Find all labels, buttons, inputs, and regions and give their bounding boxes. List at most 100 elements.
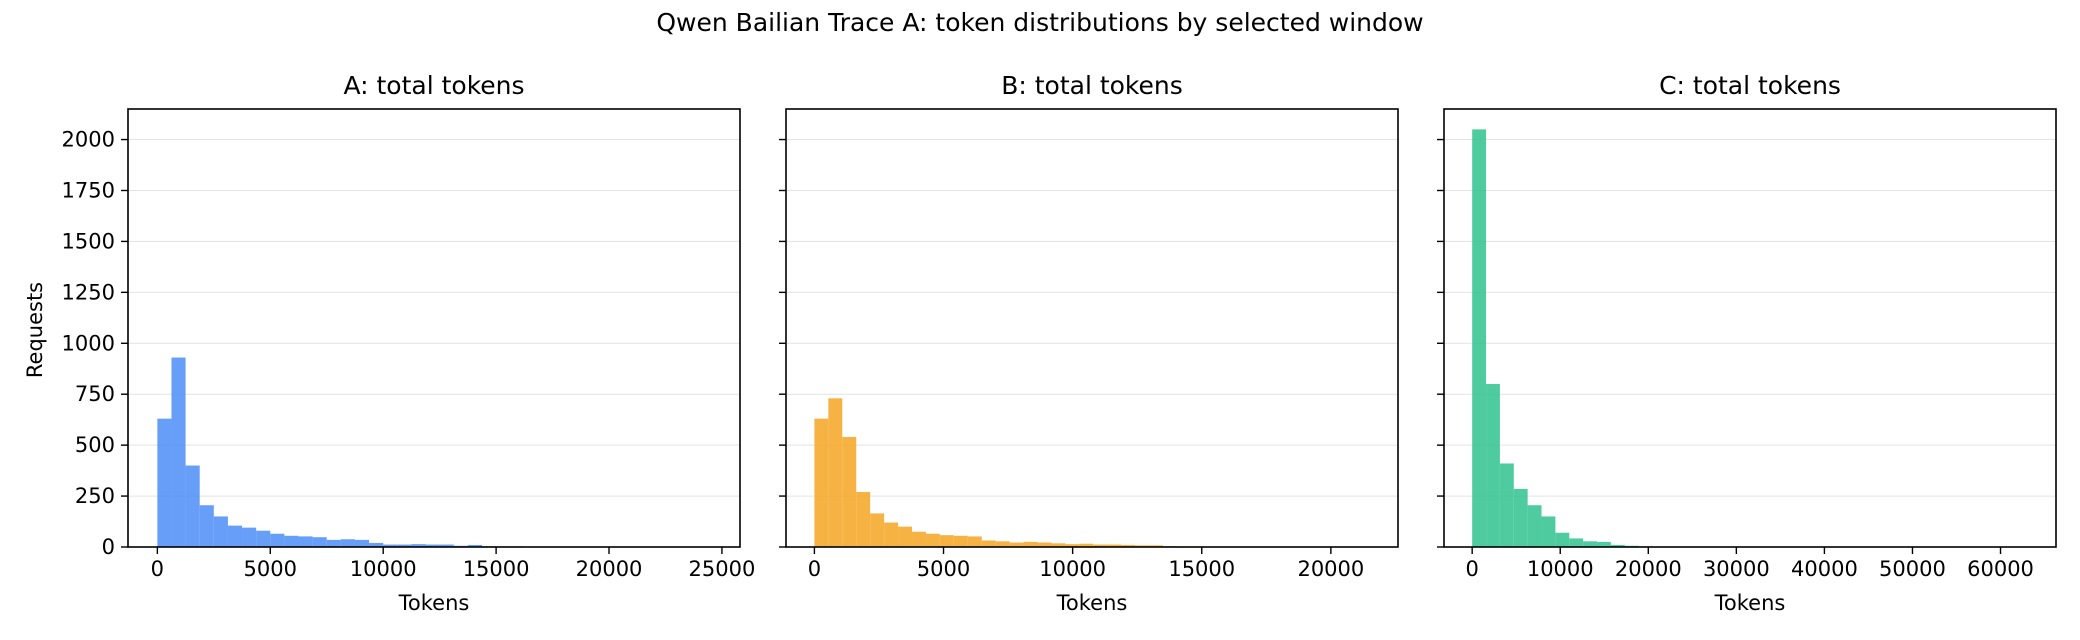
histogram-bar	[1555, 532, 1570, 547]
histogram-bar	[383, 544, 398, 547]
x-tick-label: 15000	[1168, 557, 1235, 581]
histogram-bar	[1597, 541, 1611, 547]
y-tick-label: 750	[75, 382, 115, 406]
histogram-bar	[227, 525, 243, 547]
histogram-bar	[312, 537, 327, 547]
histogram-bar	[1051, 543, 1066, 547]
panel-title: B: total tokens	[1001, 71, 1183, 100]
x-tick-label: 50000	[1879, 557, 1946, 581]
histogram-bar	[439, 544, 454, 547]
x-tick-label: 60000	[1967, 557, 2034, 581]
histogram-bar	[967, 536, 982, 547]
histogram-bar	[1121, 544, 1136, 547]
histogram-bar	[981, 540, 996, 547]
histogram-bar	[157, 418, 172, 547]
histogram-bar	[828, 398, 843, 547]
histogram-bar	[1023, 541, 1038, 547]
histogram-bar	[1486, 384, 1500, 547]
plot-frame	[1443, 108, 2057, 548]
y-tick-label: 1750	[62, 178, 115, 202]
x-tick-label: 20000	[1297, 557, 1364, 581]
histogram-bar	[171, 357, 186, 547]
x-axis-label: Tokens	[1056, 591, 1128, 615]
y-tick-label: 1250	[62, 280, 115, 304]
histogram-bar	[284, 535, 299, 547]
histogram-bar	[1569, 538, 1584, 547]
x-tick-label: 10000	[1527, 557, 1594, 581]
y-tick-label: 250	[75, 484, 115, 508]
histogram-bar	[242, 527, 257, 547]
histogram-bar	[1472, 129, 1487, 548]
y-tick-label: 1500	[62, 229, 115, 253]
histogram-bar	[354, 539, 370, 547]
histogram-bar	[1107, 544, 1122, 547]
histogram-bar	[1009, 542, 1024, 547]
x-tick-label: 10000	[1039, 557, 1106, 581]
histogram-bar	[1149, 545, 1164, 547]
histogram-bar	[856, 491, 871, 547]
histogram-bar	[270, 533, 285, 547]
histogram-bar	[1513, 488, 1528, 547]
x-tick-label: 20000	[1615, 557, 1682, 581]
histogram-bar	[912, 531, 926, 547]
histogram-bar	[1499, 463, 1514, 547]
histogram-bar	[326, 539, 341, 547]
histogram-bar	[814, 418, 829, 547]
histogram-bar	[925, 533, 940, 547]
x-tick-label: 15000	[463, 557, 530, 581]
histogram-bar	[1093, 544, 1108, 547]
x-tick-label: 25000	[689, 557, 756, 581]
histogram-bar	[369, 542, 384, 547]
x-tick-label: 0	[151, 557, 164, 581]
histogram-bar	[995, 541, 1010, 547]
histogram-bar	[199, 505, 214, 547]
x-tick-label: 20000	[576, 557, 643, 581]
x-axis-label: Tokens	[398, 591, 470, 615]
histogram-bar	[213, 516, 228, 547]
histogram-bar	[842, 436, 857, 547]
histogram-bar	[1610, 544, 1625, 547]
histogram-bar	[425, 544, 440, 547]
y-tick-label: 0	[102, 535, 115, 559]
x-tick-label: 40000	[1791, 557, 1858, 581]
panel-title: A: total tokens	[343, 71, 524, 100]
panel-1: B: total tokens 0 5000 10000 15000 20000 Token…	[779, 71, 1399, 615]
y-axis-label: Requests	[23, 282, 47, 378]
x-tick-label: 5000	[244, 557, 297, 581]
panel-2: C: total tokens 0 10000 20000 30000 40000 5000…	[1437, 71, 2057, 615]
histogram-bar	[185, 465, 200, 547]
histogram-bar	[870, 513, 885, 547]
plot-frame	[785, 108, 1399, 548]
x-tick-label: 0	[1465, 557, 1478, 581]
y-tick-label: 500	[75, 433, 115, 457]
histogram-bar	[1135, 545, 1150, 547]
plot-frame	[127, 108, 741, 548]
histogram-bar	[298, 536, 313, 547]
histogram-bar	[1037, 542, 1052, 547]
histogram-bar	[1065, 544, 1080, 547]
panel-title: C: total tokens	[1659, 71, 1841, 100]
x-tick-label: 5000	[917, 557, 970, 581]
histogram-bar	[340, 539, 355, 547]
x-tick-label: 10000	[350, 557, 417, 581]
y-tick-label: 2000	[62, 128, 115, 152]
histogram-bar	[397, 544, 412, 547]
histogram-bar	[1541, 516, 1556, 547]
histogram-bar	[898, 526, 913, 547]
x-axis-label: Tokens	[1714, 591, 1786, 615]
histogram-bar	[256, 530, 271, 547]
histogram-bar	[467, 544, 482, 547]
histogram-bar	[411, 544, 426, 547]
y-tick-label: 1000	[62, 331, 115, 355]
histogram-bar	[953, 535, 968, 547]
figure-title: Qwen Bailian Trace A: token distribution…	[656, 8, 1423, 37]
histogram-bar	[1583, 541, 1597, 547]
histogram-bar	[1079, 543, 1094, 547]
histogram-bar	[884, 522, 899, 547]
histogram-bar	[1527, 505, 1542, 547]
x-tick-label: 30000	[1703, 557, 1770, 581]
x-tick-label: 0	[808, 557, 821, 581]
